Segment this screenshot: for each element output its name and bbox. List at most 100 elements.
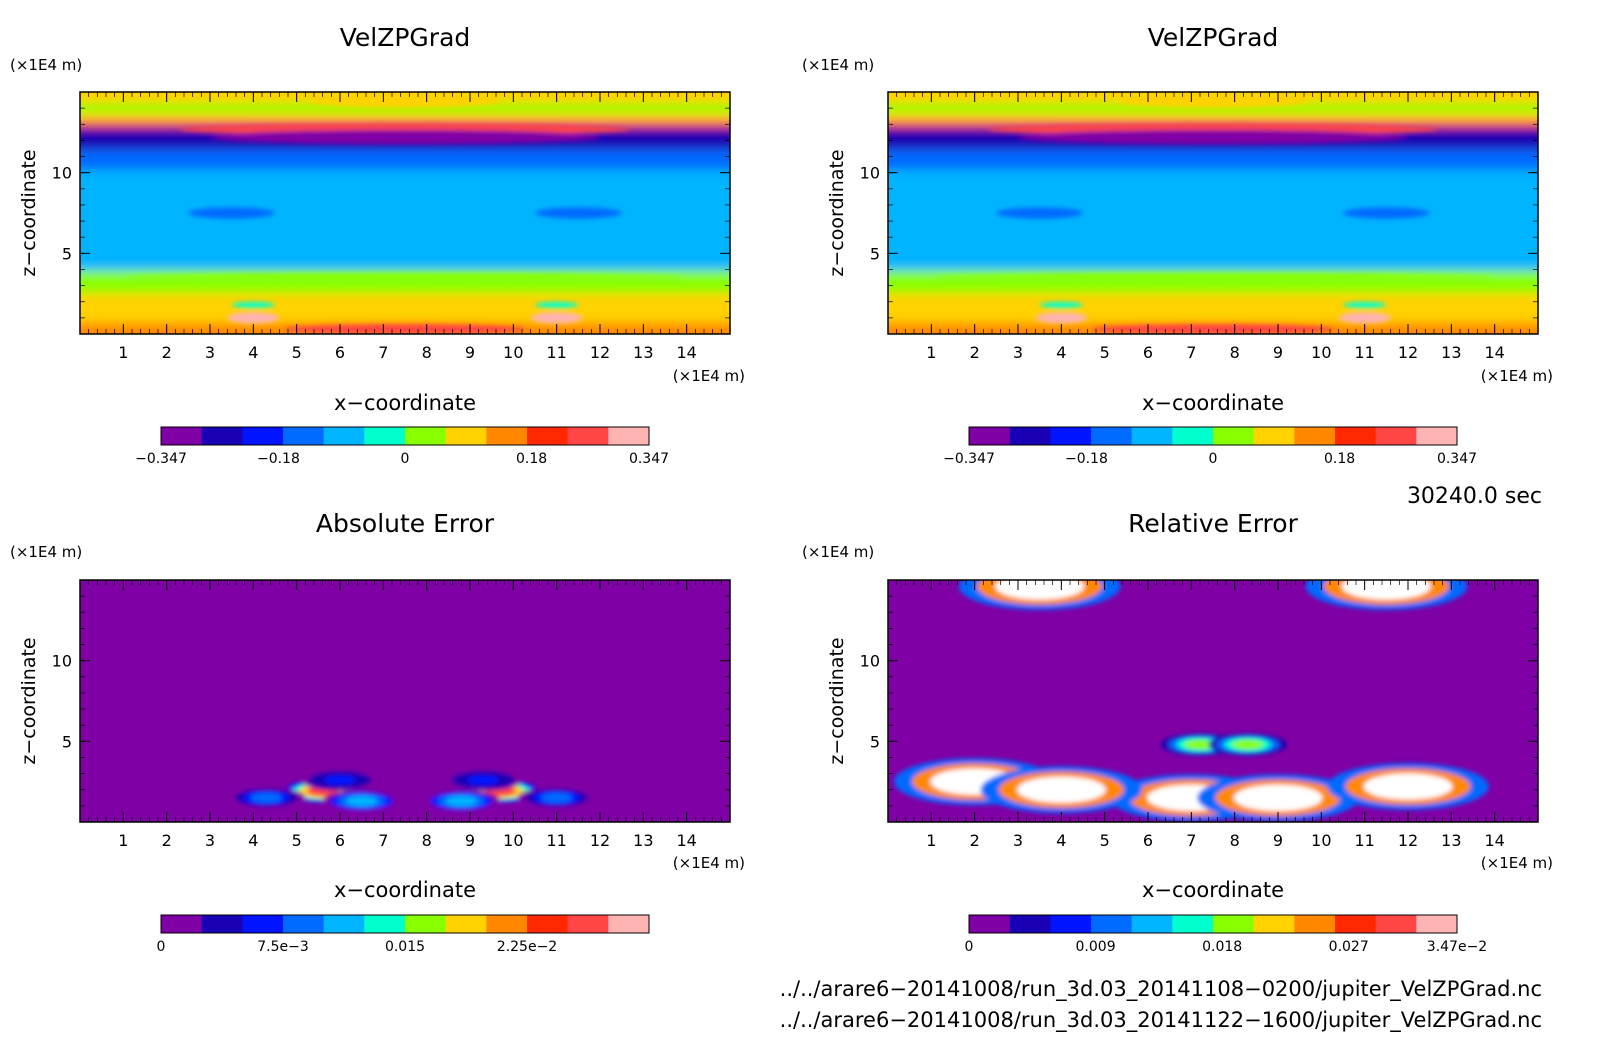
field-feature bbox=[210, 129, 600, 145]
colorbar: −0.347 −0.18 0 0.18 0.347 bbox=[135, 426, 669, 467]
field-feature bbox=[535, 301, 579, 309]
x-tick-label: 7 bbox=[1186, 831, 1196, 850]
x-tick-label: 9 bbox=[465, 831, 475, 850]
field-band bbox=[80, 112, 730, 121]
colorbar-swatch bbox=[608, 427, 650, 445]
colorbar-swatch bbox=[283, 915, 325, 933]
colorbar-swatch bbox=[405, 427, 447, 445]
colorbar-frame bbox=[968, 426, 1458, 446]
colorbar: −0.347 −0.18 0 0.18 0.347 bbox=[943, 426, 1477, 467]
y-tick-label: 10 bbox=[52, 164, 72, 183]
colorbar-swatch bbox=[201, 427, 243, 445]
panel-title: Absolute Error bbox=[316, 509, 495, 538]
hotspot-ring bbox=[345, 796, 378, 807]
y-tick-label: 10 bbox=[860, 164, 880, 183]
x-tick-label: 7 bbox=[378, 343, 388, 362]
x-tick-label: 11 bbox=[546, 343, 566, 362]
colorbar-swatch bbox=[283, 427, 325, 445]
colorbar-tick-label: 0 bbox=[1209, 451, 1218, 467]
field-feature bbox=[231, 301, 275, 309]
x-tick-label: 4 bbox=[248, 831, 258, 850]
field-feature bbox=[1343, 207, 1430, 219]
x-tick-label: 12 bbox=[1398, 343, 1418, 362]
panel-title: VelZPGrad bbox=[1148, 23, 1279, 52]
y-axis-label: z−coordinate bbox=[826, 637, 848, 764]
x-tick-label: 6 bbox=[335, 831, 345, 850]
x-tick-label: 4 bbox=[1056, 343, 1066, 362]
y-axis-label: z−coordinate bbox=[18, 149, 40, 276]
file-path-2: ../../arare6−20141008/run_3d.03_20141122… bbox=[780, 1008, 1542, 1033]
hotspot-ring bbox=[1013, 580, 1066, 595]
x-tick-label: 13 bbox=[633, 343, 653, 362]
colorbar-swatch bbox=[527, 915, 569, 933]
x-axis-label: x−coordinate bbox=[1142, 878, 1284, 902]
hotspot-ring bbox=[1184, 739, 1216, 750]
y-tick-label: 5 bbox=[870, 244, 880, 263]
hotspot-ring bbox=[1381, 778, 1435, 795]
y-tick-label: 5 bbox=[62, 732, 72, 751]
x-tick-label: 4 bbox=[1056, 831, 1066, 850]
colorbar-swatch bbox=[1416, 915, 1458, 933]
colorbar-swatch bbox=[1091, 915, 1133, 933]
colorbar-tick-label: −0.18 bbox=[257, 451, 300, 467]
y-unit-label: (×1E4 m) bbox=[10, 56, 82, 74]
x-tick-label: 2 bbox=[970, 343, 980, 362]
colorbar-swatch bbox=[1375, 915, 1417, 933]
error-hotspots bbox=[893, 580, 1489, 822]
colorbar-tick-label: 7.5e−3 bbox=[257, 939, 309, 955]
field-band bbox=[888, 292, 1538, 308]
colorbar-tick-label: 2.25e−2 bbox=[497, 939, 557, 955]
x-tick-label: 3 bbox=[205, 343, 215, 362]
field-feature bbox=[309, 92, 501, 108]
field-band bbox=[888, 192, 1538, 223]
y-tick-label: 5 bbox=[62, 244, 72, 263]
x-tick-label: 5 bbox=[1100, 343, 1110, 362]
y-axis-label: z−coordinate bbox=[18, 637, 40, 764]
x-tick-label: 5 bbox=[1100, 831, 1110, 850]
field-feature bbox=[1343, 301, 1387, 309]
x-tick-label: 6 bbox=[335, 343, 345, 362]
colorbar-tick-label: −0.347 bbox=[135, 451, 187, 467]
colorbar-swatch bbox=[1050, 915, 1092, 933]
colorbar-swatch bbox=[969, 427, 1011, 445]
y-tick-label: 5 bbox=[870, 732, 880, 751]
field-feature bbox=[188, 207, 275, 219]
colorbar-swatch bbox=[1172, 427, 1214, 445]
colorbar-swatch bbox=[486, 915, 528, 933]
colorbar-swatch bbox=[1091, 427, 1133, 445]
x-tick-label: 1 bbox=[926, 343, 936, 362]
colorbar-swatch bbox=[445, 427, 487, 445]
x-tick-label: 10 bbox=[1311, 343, 1331, 362]
panel-velzpgrad-right: VelZPGrad (×1E4 m) z−coordinate (×1E4 m)… bbox=[802, 23, 1553, 467]
x-tick-label: 5 bbox=[292, 343, 302, 362]
y-axis-label: z−coordinate bbox=[826, 149, 848, 276]
hotspot-ring bbox=[467, 775, 499, 786]
colorbar-tick-label: 0.027 bbox=[1329, 939, 1369, 955]
x-tick-label: 9 bbox=[1273, 343, 1283, 362]
field-band bbox=[888, 148, 1538, 170]
colorbar-tick-label: 0.015 bbox=[385, 939, 425, 955]
x-tick-label: 13 bbox=[1441, 343, 1461, 362]
x-tick-label: 5 bbox=[292, 831, 302, 850]
x-tick-label: 8 bbox=[1230, 831, 1240, 850]
field-band bbox=[80, 102, 730, 114]
field-feature bbox=[1035, 312, 1088, 324]
colorbar-swatch bbox=[1416, 427, 1458, 445]
x-tick-label: 9 bbox=[1273, 831, 1283, 850]
y-tick-label: 10 bbox=[52, 652, 72, 671]
field-feature bbox=[530, 312, 583, 324]
colorbar-swatch bbox=[405, 915, 447, 933]
colorbar-swatch bbox=[242, 427, 284, 445]
field-band bbox=[80, 249, 730, 271]
colorbar-tick-label: 0.009 bbox=[1076, 939, 1116, 955]
field-band bbox=[888, 168, 1538, 194]
colorbar-swatch bbox=[1131, 427, 1173, 445]
x-tick-label: 10 bbox=[1311, 831, 1331, 850]
x-tick-label: 1 bbox=[926, 831, 936, 850]
x-tick-label: 4 bbox=[248, 343, 258, 362]
x-unit-label: (×1E4 m) bbox=[673, 854, 745, 872]
x-tick-label: 2 bbox=[970, 831, 980, 850]
colorbar-swatch bbox=[1172, 915, 1214, 933]
